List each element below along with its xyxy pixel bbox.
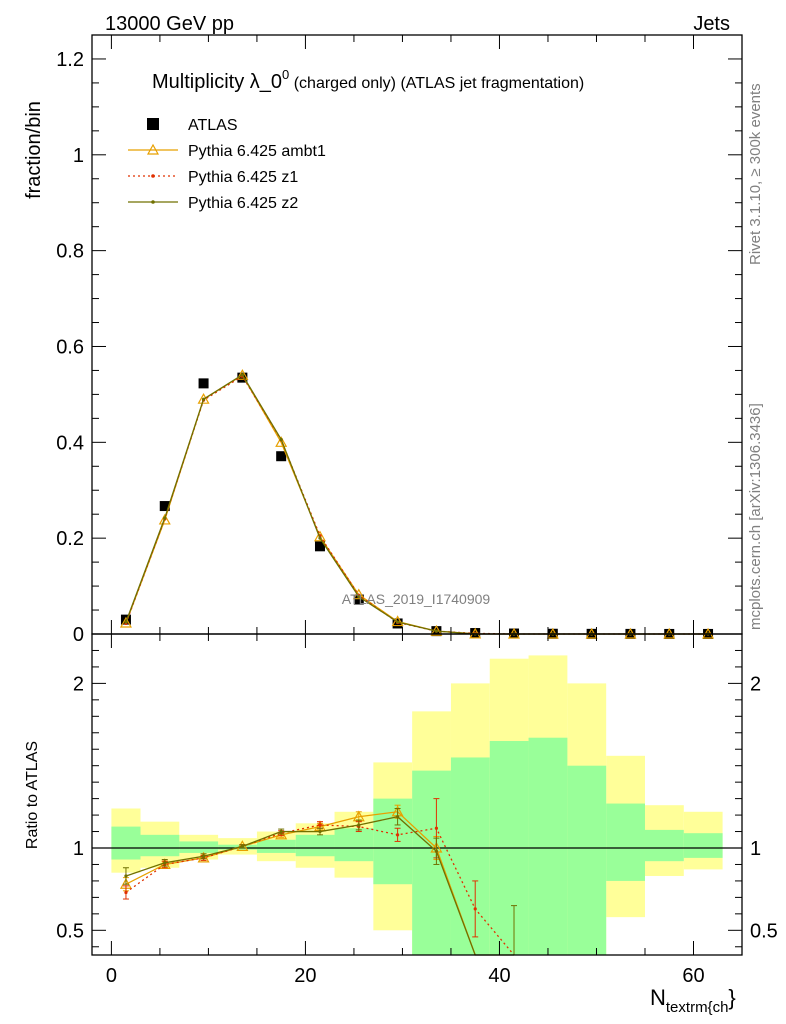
mc-series-marker xyxy=(434,629,439,633)
ratio-series-marker xyxy=(197,851,210,863)
main-y-axis-label: fraction/bin xyxy=(23,101,45,199)
x-axis-label: Ntextrm{ch} xyxy=(650,985,736,1016)
main-y-tick-label: 0.4 xyxy=(56,432,84,454)
main-y-tick-label: 0 xyxy=(73,624,84,646)
green-band-bin xyxy=(528,737,568,955)
ratio-y-tick-label: 0.5 xyxy=(56,920,84,942)
green-band-bin xyxy=(683,833,723,858)
ratio-series-marker xyxy=(434,826,439,830)
green-band-bin xyxy=(140,834,180,857)
main-y-tick-label: 0.8 xyxy=(56,241,84,263)
mc-series-marker xyxy=(318,536,322,540)
ratio-series-marker xyxy=(318,823,322,827)
chart-title-main: Multiplicity λ_0 xyxy=(152,71,282,93)
chart-title: Multiplicity λ_00 (charged only) (ATLAS … xyxy=(152,67,584,93)
energy-label: 13000 GeV pp xyxy=(105,13,234,35)
x-tick-label: 60 xyxy=(682,965,704,987)
ratio-series-line xyxy=(125,811,476,956)
ratio-series-marker xyxy=(357,823,361,827)
mc-series-marker xyxy=(357,595,361,599)
green-band-bin xyxy=(334,828,374,862)
mc-series-marker xyxy=(279,437,283,442)
mc-series-marker xyxy=(236,368,249,380)
ratio-series-marker xyxy=(124,874,128,878)
main-y-tick-label: 0.6 xyxy=(56,336,84,358)
green-band-bin xyxy=(179,841,219,853)
ratio-data-layer xyxy=(119,798,518,956)
ratio-panel xyxy=(92,655,742,955)
ratio-y-tick-label-right: 2 xyxy=(750,673,761,695)
ratio-series-line xyxy=(125,824,515,956)
atlas-data-point xyxy=(120,614,131,625)
legend-marker-atlas xyxy=(147,118,159,130)
ratio-y-tick-label: 2 xyxy=(73,673,84,695)
ratio-series-marker xyxy=(318,829,322,834)
ratio-series-marker xyxy=(473,907,477,911)
legend-marker xyxy=(151,174,155,178)
ratio-y-tick-label: 1 xyxy=(73,838,84,860)
x-axis-label-main: N xyxy=(650,985,666,1010)
mc-series-marker xyxy=(197,392,210,404)
ratio-y-tick-label-right: 0.5 xyxy=(750,920,778,942)
legend-label: ATLAS xyxy=(188,117,238,134)
x-tick-label: 0 xyxy=(106,965,117,987)
legend: ATLAS Pythia 6.425 ambt1 Pythia 6.425 z1 Py… xyxy=(128,117,326,212)
green-band-bin xyxy=(450,757,490,955)
ratio-y-axis-label: Ratio to ATLAS xyxy=(24,741,41,849)
main-y-tick-label: 0.2 xyxy=(56,528,84,550)
green-band-bin xyxy=(373,798,413,885)
atlas-data-point xyxy=(314,541,325,552)
x-tick-label: 20 xyxy=(294,965,316,987)
ratio-series-marker xyxy=(124,890,128,895)
analysis-watermark: ATLAS_2019_I1740909 xyxy=(342,591,491,607)
green-band-bin xyxy=(644,829,684,862)
green-band-bin xyxy=(567,765,607,955)
mc-series-marker xyxy=(163,516,167,520)
process-label: Jets xyxy=(693,13,730,35)
chart-title-sup: 0 xyxy=(282,67,289,82)
green-band-bin xyxy=(256,839,296,853)
mcplots-label: mcplots.cern.ch [arXiv:1306.3436] xyxy=(747,403,764,630)
mc-series-marker xyxy=(395,620,400,624)
rivet-version-label: Rivet 3.1.10, ≥ 300k events xyxy=(747,83,764,265)
mc-series-marker xyxy=(275,436,288,447)
green-band-bin xyxy=(295,834,335,857)
mc-series-marker xyxy=(124,620,128,624)
atlas-data-point xyxy=(353,594,364,605)
mc-series-marker xyxy=(240,373,244,377)
legend-marker xyxy=(151,200,155,204)
ratio-frame xyxy=(91,633,743,956)
chart-title-rest: (charged only) (ATLAS jet fragmentation) xyxy=(289,75,584,92)
x-axis-label-close: } xyxy=(728,985,735,1010)
ratio-series-marker xyxy=(279,829,283,834)
main-y-tick-label: 1.2 xyxy=(56,49,84,71)
atlas-data-point xyxy=(159,501,170,512)
legend-label: Pythia 6.425 z1 xyxy=(188,169,298,186)
legend-label: Pythia 6.425 ambt1 xyxy=(188,143,326,160)
mc-series-marker xyxy=(352,588,365,600)
ratio-series-marker xyxy=(395,815,400,819)
mc-series-marker xyxy=(158,513,171,525)
green-band-bin xyxy=(412,770,451,955)
axes-layer: 00.20.40.60.811.20.5 0.51 12 20 20 40 60 xyxy=(56,34,778,987)
x-axis-label-sub: textrm{ch xyxy=(666,999,729,1016)
ratio-series-marker xyxy=(163,861,167,865)
green-band-bin xyxy=(111,826,141,860)
ratio-series-marker xyxy=(240,844,244,848)
mc-series-marker xyxy=(119,616,132,628)
mc-series-marker xyxy=(201,397,206,401)
x-tick-label: 40 xyxy=(488,965,510,987)
main-y-tick-label: 1 xyxy=(73,145,84,167)
mc-series-marker xyxy=(313,530,327,542)
ratio-series-marker xyxy=(395,833,400,837)
ratio-y-tick-label-right: 1 xyxy=(750,838,761,860)
legend-marker xyxy=(146,143,160,155)
legend-label: Pythia 6.425 z2 xyxy=(188,195,298,212)
atlas-data-point xyxy=(276,451,287,462)
atlas-data-point xyxy=(198,378,209,389)
ratio-series-marker xyxy=(201,854,206,858)
ratio-series-marker xyxy=(434,849,439,853)
green-band-bin xyxy=(606,803,645,881)
